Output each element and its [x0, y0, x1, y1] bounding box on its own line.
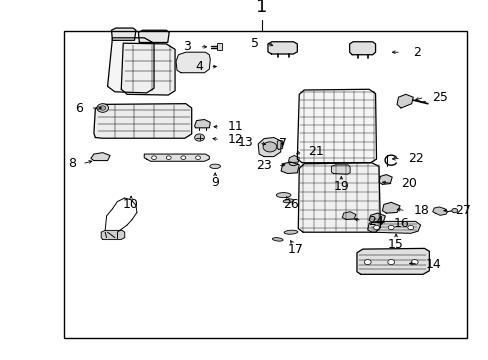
Circle shape: [100, 106, 105, 110]
Circle shape: [97, 104, 108, 112]
Text: 7: 7: [278, 137, 286, 150]
Text: 8: 8: [68, 157, 76, 170]
Circle shape: [407, 225, 413, 230]
Text: 14: 14: [425, 258, 440, 271]
Circle shape: [373, 225, 379, 230]
Text: 4: 4: [195, 60, 203, 73]
Polygon shape: [267, 42, 297, 54]
Text: 10: 10: [123, 198, 139, 211]
Polygon shape: [298, 163, 380, 232]
Polygon shape: [368, 213, 385, 222]
Circle shape: [195, 156, 200, 159]
Polygon shape: [194, 120, 210, 128]
Polygon shape: [396, 94, 412, 108]
Ellipse shape: [209, 164, 220, 168]
Circle shape: [166, 156, 171, 159]
Circle shape: [181, 156, 185, 159]
Text: 16: 16: [393, 217, 408, 230]
Polygon shape: [107, 38, 154, 93]
Text: 26: 26: [283, 198, 298, 211]
Polygon shape: [144, 154, 209, 161]
Text: 13: 13: [237, 136, 253, 149]
Polygon shape: [288, 156, 299, 163]
Bar: [63, 31, 466, 338]
Polygon shape: [349, 42, 375, 55]
Ellipse shape: [284, 230, 297, 234]
Polygon shape: [258, 138, 281, 157]
Polygon shape: [111, 28, 136, 40]
Circle shape: [364, 260, 370, 265]
Text: 27: 27: [454, 204, 469, 217]
Text: 2: 2: [412, 46, 420, 59]
Text: 5: 5: [251, 37, 259, 50]
Polygon shape: [378, 175, 391, 184]
Polygon shape: [342, 212, 355, 220]
Text: 24: 24: [367, 215, 383, 228]
Polygon shape: [297, 89, 376, 163]
Text: 15: 15: [387, 238, 403, 251]
Ellipse shape: [276, 193, 290, 198]
Circle shape: [410, 260, 417, 265]
Circle shape: [194, 134, 204, 141]
Polygon shape: [91, 153, 110, 161]
Polygon shape: [94, 104, 191, 138]
Polygon shape: [382, 202, 399, 213]
Text: 1: 1: [255, 0, 267, 16]
Polygon shape: [331, 165, 349, 174]
Polygon shape: [367, 221, 420, 233]
Text: 11: 11: [227, 120, 243, 133]
Text: 12: 12: [227, 133, 243, 146]
Circle shape: [451, 208, 457, 213]
Text: 3: 3: [183, 40, 190, 53]
Polygon shape: [277, 140, 282, 149]
Circle shape: [151, 156, 156, 159]
Text: 9: 9: [211, 176, 219, 189]
Text: 6: 6: [75, 102, 83, 114]
Text: 25: 25: [431, 91, 447, 104]
Circle shape: [387, 225, 393, 230]
Text: 21: 21: [307, 145, 323, 158]
Polygon shape: [432, 207, 447, 215]
Ellipse shape: [272, 238, 283, 241]
Bar: [216, 43, 222, 50]
Circle shape: [263, 142, 276, 152]
Text: 20: 20: [400, 177, 416, 190]
Polygon shape: [138, 30, 169, 42]
Circle shape: [387, 260, 394, 265]
Polygon shape: [121, 43, 175, 95]
Polygon shape: [356, 248, 428, 274]
Text: 23: 23: [255, 159, 271, 172]
Polygon shape: [281, 162, 299, 174]
Ellipse shape: [283, 199, 293, 203]
Text: 22: 22: [407, 152, 423, 165]
Polygon shape: [101, 230, 124, 239]
Text: 19: 19: [333, 180, 348, 193]
Text: 18: 18: [412, 204, 428, 217]
Polygon shape: [176, 52, 210, 73]
Text: 17: 17: [287, 243, 303, 256]
